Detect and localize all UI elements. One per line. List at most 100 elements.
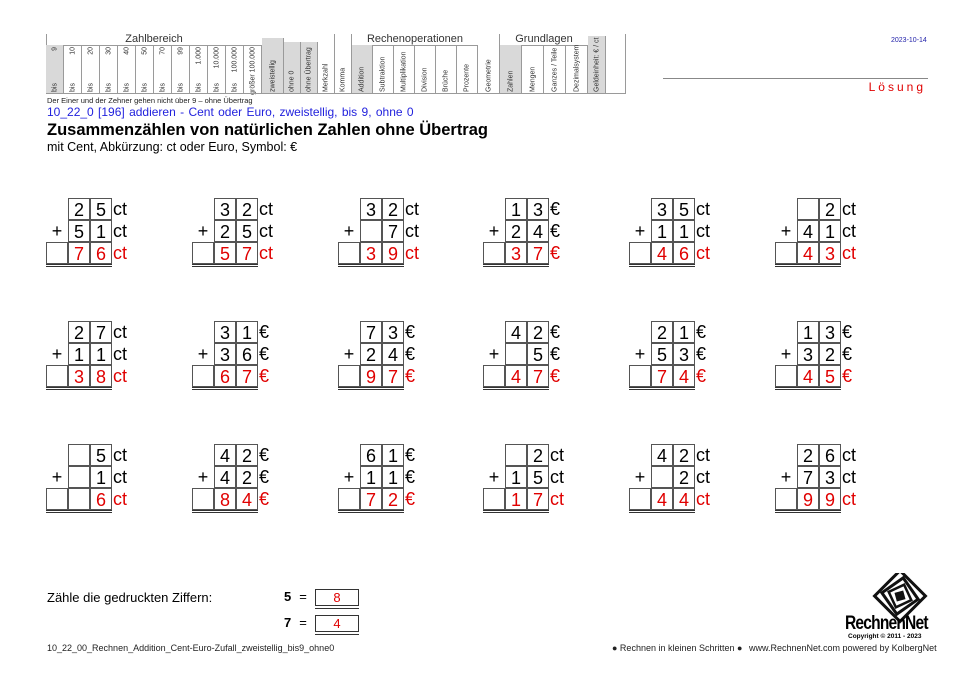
result-unit: € bbox=[696, 366, 707, 386]
plus-sign: + bbox=[488, 467, 500, 487]
unit-label: ct bbox=[550, 445, 565, 465]
addition-problem: 2 7 ct +1 1 ct 3 8 ct bbox=[46, 321, 146, 393]
operation-label: Addition bbox=[358, 66, 366, 92]
tens-digit: 3 bbox=[214, 321, 236, 343]
result-tens-digit: 5 bbox=[214, 242, 236, 264]
blank-col bbox=[606, 34, 626, 94]
result-unit: ct bbox=[842, 243, 857, 263]
result-unit: ct bbox=[696, 243, 711, 263]
range-col-0: 9 bis bbox=[46, 45, 64, 94]
unit-label: € bbox=[550, 322, 561, 342]
double-underline bbox=[775, 387, 841, 390]
group-divider bbox=[500, 45, 588, 46]
tens-digit: 4 bbox=[214, 466, 236, 488]
count-answer-box[interactable]: 8 bbox=[315, 589, 359, 609]
range-prefix: bis bbox=[195, 83, 202, 92]
hundreds-cell bbox=[483, 488, 505, 510]
double-underline bbox=[483, 264, 549, 267]
ones-digit: 2 bbox=[236, 466, 258, 488]
range-col-8: 1.000 bis bbox=[190, 45, 208, 94]
property-col-4: Komma bbox=[335, 34, 352, 94]
equals-sign: = bbox=[299, 589, 307, 604]
count-digits-label: Zähle die gedruckten Ziffern: bbox=[47, 590, 213, 605]
logo-text: RechnenNet bbox=[845, 613, 929, 634]
property-label: Komma bbox=[339, 67, 347, 92]
plus-sign: + bbox=[51, 344, 63, 364]
range-prefix: bis bbox=[177, 83, 184, 92]
addition-problem: 2 6 ct +7 3 ct 9 9 ct bbox=[775, 444, 875, 516]
unit-label: ct bbox=[113, 322, 128, 342]
tens-digit bbox=[505, 444, 527, 466]
tens-digit: 7 bbox=[797, 466, 819, 488]
ones-digit: 2 bbox=[236, 444, 258, 466]
result-tens-digit: 4 bbox=[651, 242, 673, 264]
tens-digit: 3 bbox=[214, 198, 236, 220]
plus-sign: + bbox=[197, 467, 209, 487]
double-underline bbox=[775, 264, 841, 267]
ones-digit: 1 bbox=[90, 343, 112, 365]
result-unit: ct bbox=[550, 489, 565, 509]
unit-label: ct bbox=[696, 221, 711, 241]
result-ones-digit: 4 bbox=[236, 488, 258, 510]
plus-sign: + bbox=[343, 221, 355, 241]
range-value: größer 100.000 bbox=[249, 47, 256, 95]
double-underline bbox=[192, 387, 258, 390]
range-value: 99 bbox=[177, 47, 184, 55]
range-prefix: bis bbox=[213, 83, 220, 92]
addition-problem: 1 3 € +2 4 €3 7 € bbox=[483, 198, 583, 270]
basics-col-3: Dezimalsystem bbox=[566, 45, 588, 94]
result-unit: € bbox=[259, 366, 270, 386]
double-underline bbox=[629, 387, 695, 390]
tens-digit: 2 bbox=[68, 198, 90, 220]
ones-digit: 6 bbox=[236, 343, 258, 365]
tens-digit: 6 bbox=[360, 444, 382, 466]
result-ones-digit: 8 bbox=[90, 365, 112, 387]
tens-digit bbox=[68, 444, 90, 466]
ones-digit: 2 bbox=[236, 198, 258, 220]
property-col-1: ohne 0 bbox=[284, 42, 301, 94]
operation-col-4: Brüche bbox=[436, 45, 457, 94]
operation-col-2: Multiplikation bbox=[394, 45, 415, 94]
basics-col-0: Zahlen bbox=[500, 45, 522, 94]
property-label: ohne 0 bbox=[288, 70, 296, 92]
ones-digit: 1 bbox=[90, 220, 112, 242]
hundreds-cell bbox=[629, 488, 651, 510]
hundreds-cell bbox=[483, 242, 505, 264]
addition-problem: 3 2 ct +7 ct 3 9 ct bbox=[338, 198, 438, 270]
operation-col-3: Division bbox=[415, 45, 436, 94]
result-ones-digit: 7 bbox=[382, 365, 404, 387]
result-ones-digit: 6 bbox=[90, 488, 112, 510]
property-label: ohne Übertrag bbox=[305, 47, 313, 92]
range-prefix: bis bbox=[159, 83, 166, 92]
ones-digit: 2 bbox=[382, 198, 404, 220]
hundreds-cell bbox=[775, 365, 797, 387]
ones-digit: 1 bbox=[382, 466, 404, 488]
tens-digit bbox=[360, 220, 382, 242]
ones-digit: 2 bbox=[673, 444, 695, 466]
tens-digit: 3 bbox=[797, 343, 819, 365]
plus-sign: + bbox=[488, 221, 500, 241]
result-tens-digit: 7 bbox=[651, 365, 673, 387]
unit-label: € bbox=[696, 344, 707, 364]
double-underline bbox=[192, 264, 258, 267]
result-tens-digit: 9 bbox=[797, 488, 819, 510]
tens-digit: 3 bbox=[360, 198, 382, 220]
count-row: 5 = bbox=[284, 589, 307, 604]
tens-digit bbox=[68, 466, 90, 488]
basics-label: Dezimalsystem bbox=[573, 44, 580, 92]
ones-digit: 7 bbox=[382, 220, 404, 242]
tens-digit: 4 bbox=[797, 220, 819, 242]
double-underline bbox=[338, 264, 404, 267]
result-ones-digit: 2 bbox=[382, 488, 404, 510]
addition-problem: 4 2 € +4 2 €8 4 € bbox=[192, 444, 292, 516]
plus-sign: + bbox=[197, 221, 209, 241]
double-underline bbox=[483, 387, 549, 390]
range-value: 70 bbox=[159, 47, 166, 55]
result-unit: € bbox=[550, 366, 561, 386]
result-ones-digit: 7 bbox=[527, 488, 549, 510]
geometry-col: Geometrie bbox=[478, 34, 500, 94]
addition-problem: 2 1 € +5 3 €7 4 € bbox=[629, 321, 729, 393]
powered-by-link[interactable]: www.RechnenNet.com powered by KolbergNet bbox=[749, 643, 937, 653]
count-answer-box[interactable]: 4 bbox=[315, 615, 359, 635]
ones-digit: 4 bbox=[527, 220, 549, 242]
